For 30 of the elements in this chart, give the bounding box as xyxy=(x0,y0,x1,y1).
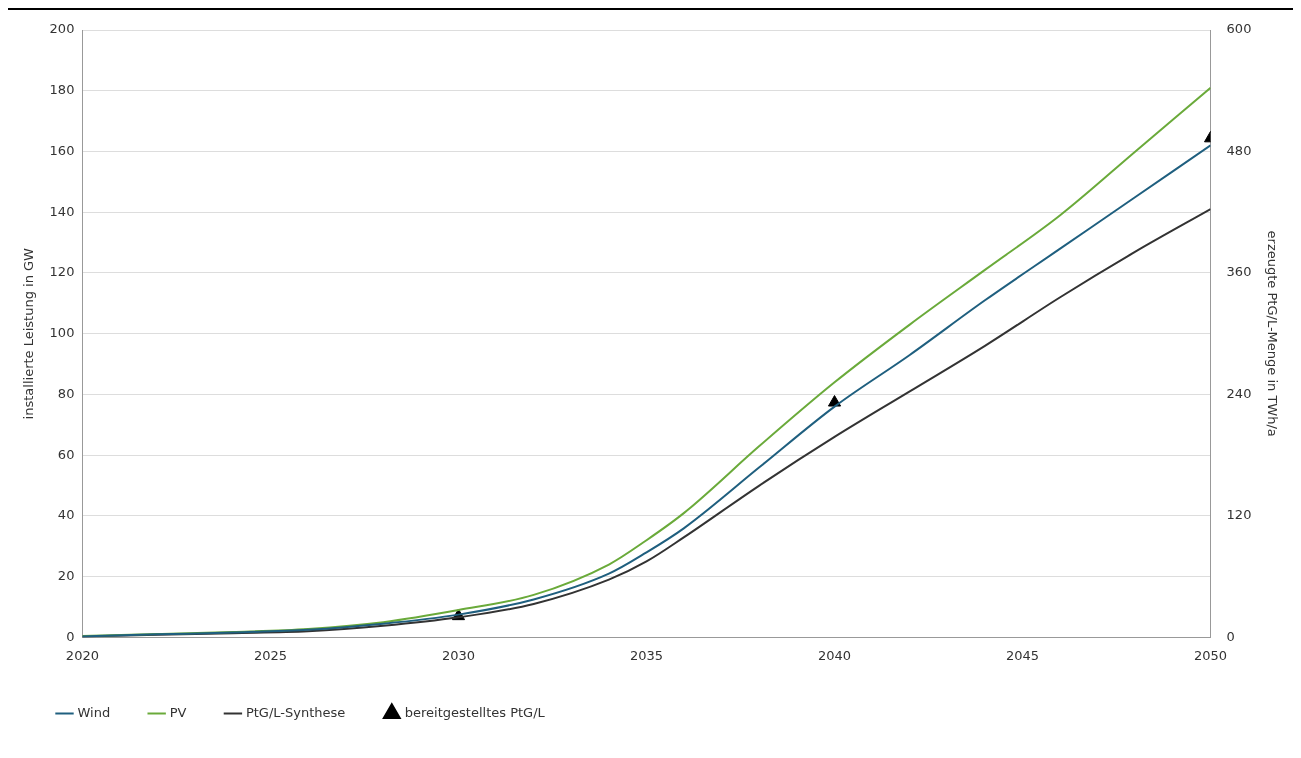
y-tick-label: 40 xyxy=(57,507,75,523)
y-tick-label: 140 xyxy=(49,203,75,219)
y-tick-label: 80 xyxy=(57,385,75,401)
y-tick-label: 160 xyxy=(49,142,75,158)
y2-tick-label: 360 xyxy=(1226,264,1252,280)
y-tick-label: 100 xyxy=(49,325,75,341)
y-tick-label: 60 xyxy=(57,446,75,462)
y-tick-label: 200 xyxy=(49,21,75,37)
legend-label: PtG/L-Synthese xyxy=(245,704,346,720)
y-tick-label: 20 xyxy=(57,568,75,584)
y2-tick-label: 0 xyxy=(1226,628,1235,644)
x-tick-label: 2035 xyxy=(629,647,664,663)
x-tick-label: 2030 xyxy=(441,647,476,663)
y-tick-label: 180 xyxy=(49,82,75,98)
legend-label: Wind xyxy=(77,704,111,720)
x-tick-label: 2040 xyxy=(817,647,852,663)
x-tick-label: 2045 xyxy=(1006,647,1040,663)
y2-axis-title: erzeugte PtG/L-Menge in TWh/a xyxy=(1264,230,1280,437)
x-tick-label: 2020 xyxy=(65,647,99,663)
y2-tick-label: 240 xyxy=(1226,385,1252,401)
y-tick-label: 0 xyxy=(66,628,75,644)
y2-tick-label: 480 xyxy=(1226,142,1252,158)
legend-label: bereitgestelltes PtG/L xyxy=(404,704,546,720)
x-tick-label: 2050 xyxy=(1194,647,1228,663)
y2-tick-label: 600 xyxy=(1226,21,1252,37)
x-tick-label: 2025 xyxy=(253,647,287,663)
legend-label: PV xyxy=(169,704,187,720)
y-tick-label: 120 xyxy=(49,264,75,280)
y2-tick-label: 120 xyxy=(1226,507,1252,523)
y-axis-title: installierte Leistung in GW xyxy=(21,247,37,420)
